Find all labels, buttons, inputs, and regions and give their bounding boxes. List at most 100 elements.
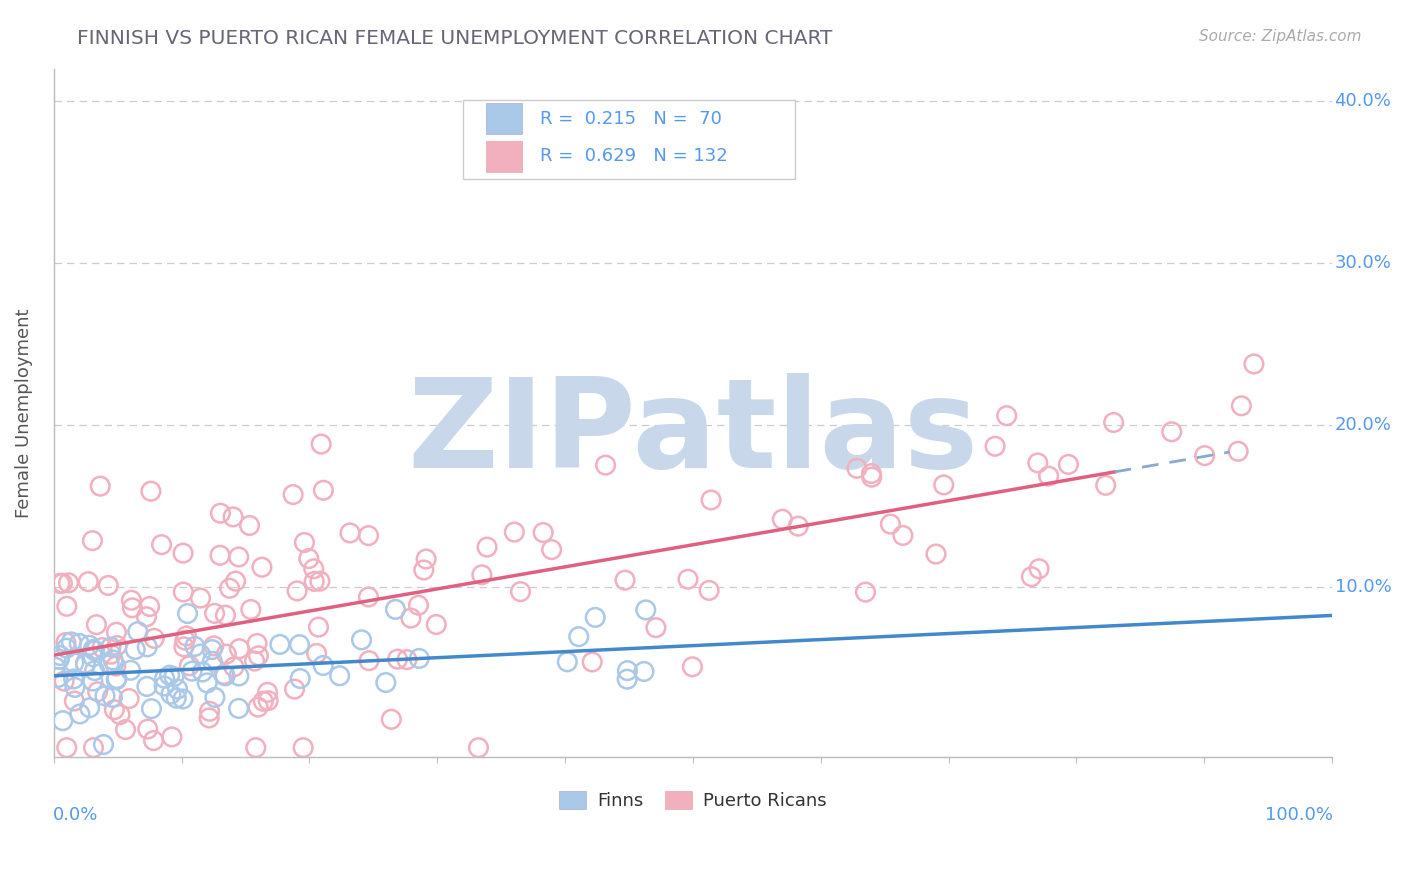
- Point: [357, 590, 380, 604]
- Point: [860, 470, 883, 484]
- Point: [1160, 425, 1182, 439]
- Point: [228, 669, 250, 683]
- Point: [75, 657, 97, 671]
- Point: [121, 600, 143, 615]
- Point: [357, 528, 380, 542]
- Point: [256, 685, 278, 699]
- Point: [191, 665, 214, 679]
- Point: [52, 714, 75, 728]
- Point: [245, 740, 267, 755]
- Point: [697, 583, 720, 598]
- Point: [201, 642, 224, 657]
- Point: [614, 573, 637, 587]
- Point: [105, 639, 128, 653]
- Bar: [486, 103, 522, 135]
- Point: [357, 654, 380, 668]
- Point: [250, 560, 273, 574]
- Point: [82, 533, 104, 548]
- Point: [49, 648, 72, 663]
- Point: [103, 703, 125, 717]
- Point: [1243, 357, 1265, 371]
- Point: [284, 682, 307, 697]
- Point: [292, 740, 315, 755]
- Point: [239, 602, 262, 616]
- Point: [531, 525, 554, 540]
- Point: [83, 643, 105, 657]
- Point: [82, 740, 104, 755]
- Point: [79, 700, 101, 714]
- Point: [209, 506, 232, 520]
- Point: [135, 609, 157, 624]
- Point: [204, 690, 226, 705]
- Point: [215, 647, 238, 661]
- Point: [399, 611, 422, 625]
- Point: [583, 610, 606, 624]
- Point: [153, 671, 176, 685]
- Point: [1102, 416, 1125, 430]
- Point: [380, 712, 402, 726]
- Point: [104, 659, 127, 673]
- Point: [633, 665, 655, 679]
- Point: [309, 437, 332, 451]
- Point: [160, 687, 183, 701]
- Point: [163, 670, 186, 684]
- Point: [91, 640, 114, 655]
- Point: [172, 692, 194, 706]
- Point: [700, 493, 723, 508]
- Point: [616, 664, 638, 678]
- Point: [225, 574, 247, 589]
- Point: [79, 638, 101, 652]
- Point: [298, 551, 321, 566]
- Point: [94, 689, 117, 703]
- Point: [83, 664, 105, 678]
- Point: [218, 582, 240, 596]
- Text: 0.0%: 0.0%: [52, 805, 98, 823]
- Point: [509, 584, 531, 599]
- Point: [82, 649, 104, 664]
- Point: [82, 674, 104, 689]
- Point: [581, 655, 603, 669]
- Point: [165, 691, 187, 706]
- Point: [374, 675, 396, 690]
- Point: [932, 478, 955, 492]
- Point: [150, 538, 173, 552]
- Text: 40.0%: 40.0%: [1334, 92, 1392, 110]
- Point: [408, 598, 430, 612]
- Point: [55, 740, 77, 755]
- Point: [503, 525, 526, 540]
- Text: Source: ZipAtlas.com: Source: ZipAtlas.com: [1198, 29, 1361, 44]
- Text: 30.0%: 30.0%: [1334, 254, 1392, 272]
- Point: [179, 658, 201, 673]
- Point: [681, 660, 703, 674]
- Point: [198, 711, 221, 725]
- Point: [174, 633, 197, 648]
- Point: [787, 519, 810, 533]
- Legend: Finns, Puerto Ricans: Finns, Puerto Ricans: [553, 783, 834, 817]
- Point: [58, 575, 80, 590]
- Point: [1094, 478, 1116, 492]
- Point: [305, 647, 328, 661]
- Point: [891, 528, 914, 542]
- Point: [89, 479, 111, 493]
- Point: [176, 629, 198, 643]
- Point: [127, 624, 149, 639]
- Point: [55, 635, 77, 649]
- Point: [198, 704, 221, 718]
- Point: [105, 625, 128, 640]
- Point: [1028, 562, 1050, 576]
- Point: [475, 540, 498, 554]
- Point: [879, 517, 901, 532]
- Point: [855, 585, 877, 599]
- Point: [195, 676, 218, 690]
- Point: [568, 630, 591, 644]
- Point: [395, 653, 418, 667]
- Text: ZIPatlas: ZIPatlas: [408, 373, 979, 494]
- Point: [55, 641, 77, 656]
- Point: [312, 658, 335, 673]
- Point: [634, 603, 657, 617]
- Text: 20.0%: 20.0%: [1334, 416, 1392, 434]
- Point: [329, 669, 352, 683]
- Point: [645, 621, 668, 635]
- Point: [408, 651, 430, 665]
- Point: [63, 656, 86, 670]
